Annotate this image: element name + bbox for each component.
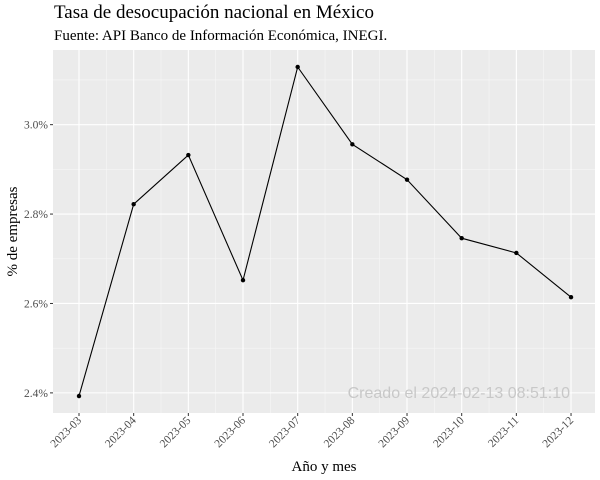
x-tick-label: 2023-03 xyxy=(49,414,85,450)
x-tick-label: 2023-04 xyxy=(103,414,139,450)
data-point xyxy=(568,295,574,300)
x-axis-title: Año y mes xyxy=(292,459,357,475)
data-point xyxy=(295,64,300,70)
data-point xyxy=(186,152,191,158)
data-point xyxy=(459,236,464,241)
data-point xyxy=(350,142,355,147)
series-layer xyxy=(76,64,574,399)
grid-lines xyxy=(53,50,595,413)
x-tick-label: 2023-11 xyxy=(486,414,521,449)
data-point xyxy=(514,250,519,256)
series-line xyxy=(78,65,572,397)
created-annotation: Creado el 2024-02-13 08:51:10 xyxy=(348,385,570,402)
data-point xyxy=(404,177,410,182)
data-point xyxy=(240,278,246,283)
x-tick-label: 2023-06 xyxy=(213,414,249,450)
y-tick-label: 2.4% xyxy=(24,388,48,400)
x-tick-label: 2023-09 xyxy=(377,414,413,450)
plot-panel xyxy=(53,50,595,413)
x-tick-label: 2023-07 xyxy=(267,414,303,450)
x-tick-label: 2023-05 xyxy=(158,414,194,450)
x-tick-label: 2023-08 xyxy=(322,414,358,450)
y-tick-label: 3.0% xyxy=(24,120,48,132)
chart-title: Tasa de desocupación nacional en México xyxy=(54,2,374,23)
y-axis-title: % de empresas xyxy=(5,186,21,276)
x-tick-label: 2023-10 xyxy=(431,414,467,450)
y-tick-label: 2.6% xyxy=(24,298,48,310)
data-point xyxy=(76,393,82,399)
chart-subtitle: Fuente: API Banco de Información Económi… xyxy=(54,28,387,44)
data-point xyxy=(131,202,136,207)
y-tick-label: 2.8% xyxy=(24,209,48,221)
x-tick-label: 2023-12 xyxy=(541,414,577,450)
